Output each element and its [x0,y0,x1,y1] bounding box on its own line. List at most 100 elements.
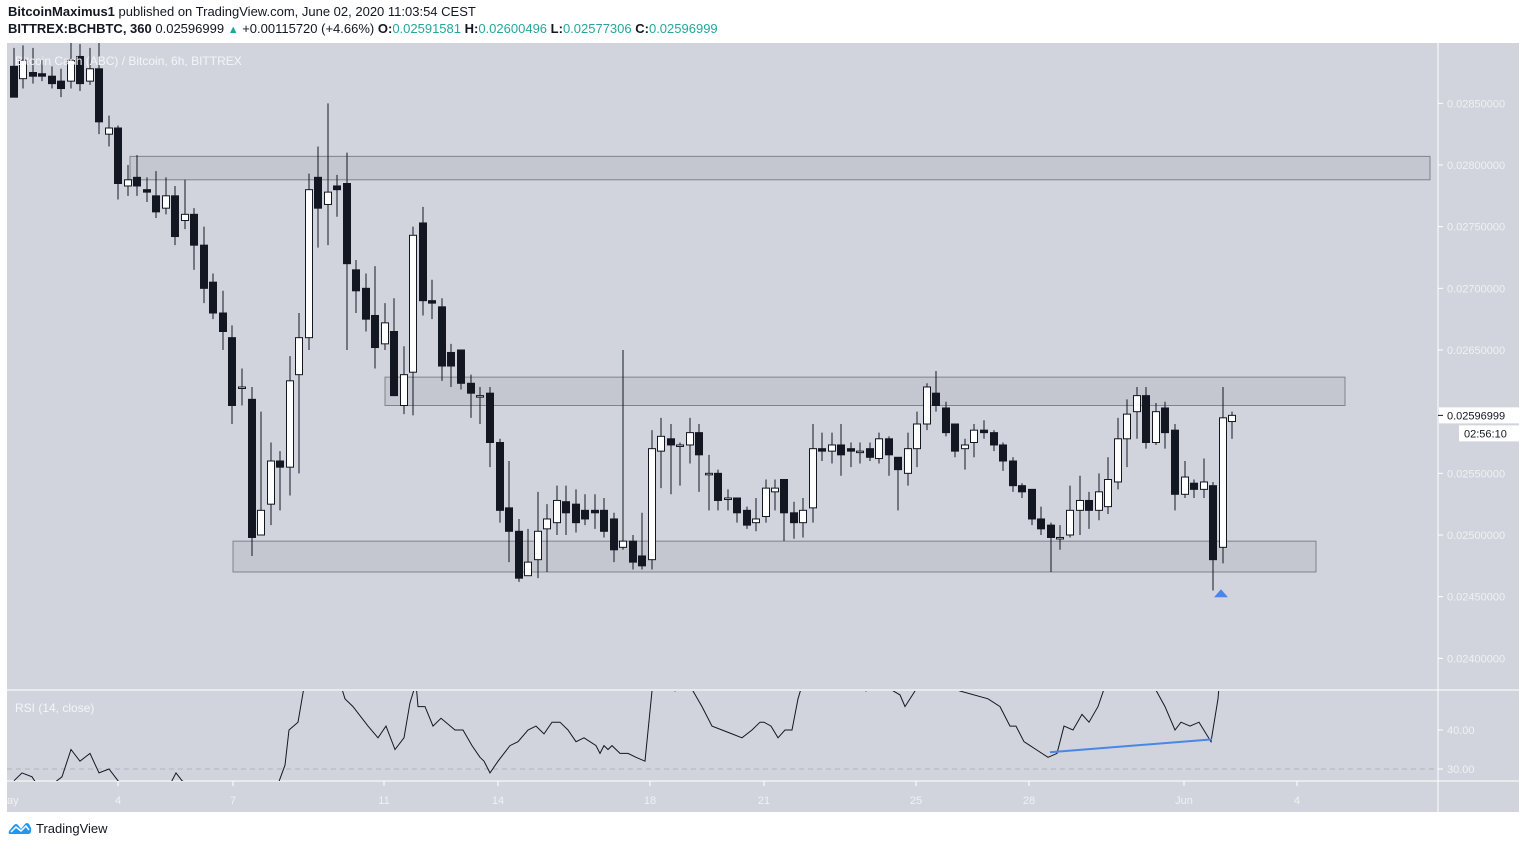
high-value: 0.02600496 [478,21,548,36]
rsi-tick: 30.00 [1447,764,1475,776]
candle [743,506,751,529]
candle [67,43,75,89]
price-tick: 0.02550000 [1447,468,1505,480]
candle [524,528,532,577]
candle [19,45,27,89]
price-tick: 0.02450000 [1447,592,1505,604]
candle [904,432,912,486]
candle [419,206,427,316]
candle [534,491,542,579]
candle [181,179,189,230]
rsi-divergence-line[interactable] [1049,738,1213,754]
candle [667,423,675,495]
candle [10,47,18,98]
rsi-line [13,691,1220,781]
candle [457,349,465,390]
candle [980,420,988,439]
candle [314,146,322,248]
price-tick: 0.02400000 [1447,653,1505,665]
time-tick: 4 [115,795,121,807]
candle [676,442,684,486]
candle [352,259,360,313]
rsi-pane[interactable] [7,644,1438,800]
chart-area[interactable]: Bitcoin Cash (ABC) / Bitcoin, 6h, BITTRE… [7,43,1519,812]
candle [515,518,523,582]
candle [400,346,408,415]
candle [1066,485,1074,538]
candle [1190,479,1198,498]
candle [780,478,788,542]
candle [476,386,484,424]
zone-support[interactable] [232,540,1317,573]
candle [76,44,84,92]
svg-text:0.02596999: 0.02596999 [1447,410,1505,422]
candle [923,383,931,431]
candle [238,368,246,406]
candle [1142,386,1150,449]
candle [752,497,760,532]
candle [610,512,618,563]
candle [305,173,313,350]
candle [837,423,845,476]
up-arrow-icon[interactable] [1214,589,1228,598]
candle [990,430,998,452]
candle [1009,457,1017,492]
candle [1171,423,1179,511]
low-value: 0.02577306 [562,21,632,36]
zone-resistance-high[interactable] [129,155,1431,181]
candle [276,451,284,511]
rsi-label: RSI (14, close) [15,701,94,715]
rsi-tick: 40.00 [1447,725,1475,737]
open-label: O: [377,21,393,36]
candle [762,479,770,523]
candle [1028,488,1036,526]
candle [257,411,265,536]
zone-resistance-mid[interactable] [384,376,1346,406]
candle [600,497,608,538]
candle [1095,473,1103,521]
time-tick: 4 [1294,795,1300,807]
time-tick: 14 [492,795,504,807]
candle [486,386,494,468]
candle [343,152,351,350]
candle [724,489,732,511]
candle [1209,481,1217,591]
candle [809,423,817,523]
price-pane[interactable]: Bitcoin Cash (ABC) / Bitcoin, 6h, BITTRE… [10,43,1431,598]
candle [286,356,294,496]
candle [572,489,580,533]
countdown-tag [1459,425,1519,442]
candle [1133,386,1141,439]
author-name[interactable]: BitcoinMaximus1 [8,4,115,19]
candle [913,411,921,468]
candle [771,479,779,511]
candle [733,497,741,523]
candle [856,442,864,464]
svg-text:02:56:10: 02:56:10 [1464,428,1507,440]
candle [219,290,227,350]
candlestick-chart[interactable]: Bitcoin Cash (ABC) / Bitcoin, 6h, BITTRE… [7,43,1519,812]
time-tick: Jun [1175,795,1193,807]
close-label: C: [635,21,649,36]
tradingview-brand[interactable]: TradingView [36,820,108,836]
candle [171,185,179,246]
high-label: H: [464,21,479,36]
candle [324,103,332,246]
candle [619,349,627,550]
candle [428,279,436,320]
candle [409,226,417,416]
footer-branding: TradingView [8,820,108,836]
candle [105,115,113,147]
candle [1104,457,1112,515]
candle [553,485,561,535]
symbol-label: BITTREX:BCHBTC, 360 [8,21,152,36]
candle [714,469,722,511]
candle [143,177,151,202]
candle [1228,411,1236,439]
candle [1152,403,1160,445]
candle [818,432,826,461]
candle [295,312,303,474]
publish-info: BitcoinMaximus1 published on TradingView… [8,4,476,19]
symbol-info-bar: BITTREX:BCHBTC, 360 0.02596999 ▲ +0.0011… [8,21,718,36]
candle [866,442,874,461]
